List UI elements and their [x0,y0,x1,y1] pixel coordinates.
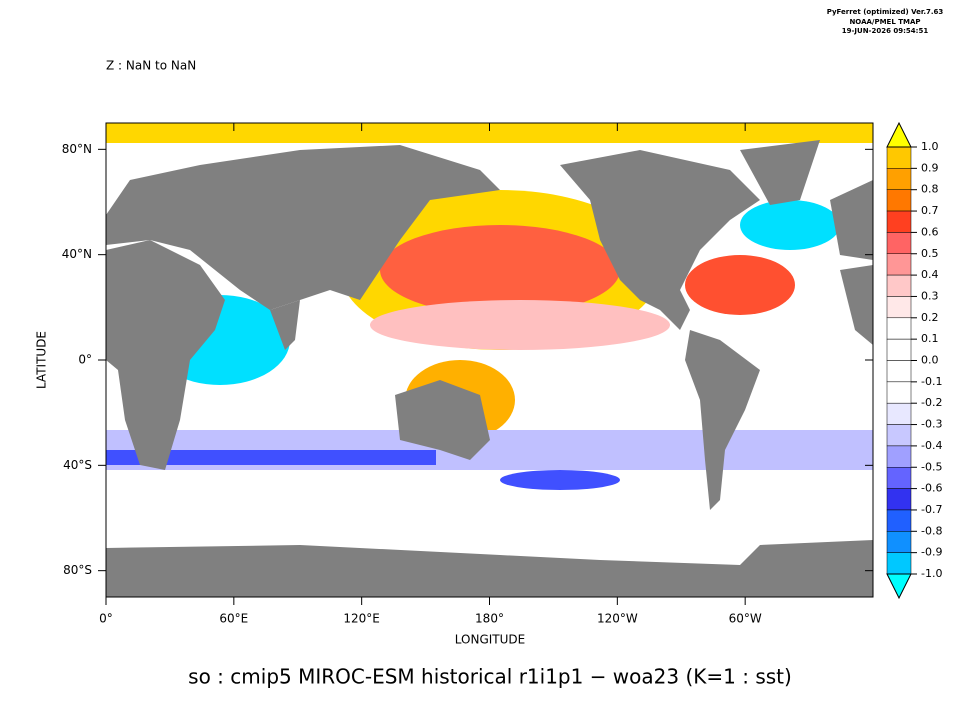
chart-title: so : cmip5 MIROC-ESM historical r1i1p1 −… [188,665,792,689]
x-tick-label: 60°W [729,612,762,626]
colorbar-box [886,274,912,297]
colorbar-label: 0.6 [921,225,939,238]
colorbar-label: -0.1 [921,375,942,388]
colorbar-box [886,509,912,532]
colorbar-box [886,253,912,276]
y-tick-label: 40°N [62,247,92,261]
map [105,122,874,598]
header-line: PyFerret (optimized) Ver.7.63 [827,8,944,16]
colorbar-label: 0.8 [921,183,939,196]
colorbar-over [886,121,912,148]
colorbar-label: 0.7 [921,204,939,217]
colorbar-box [886,402,912,425]
y-tick-label: 80°S [63,563,92,577]
y-tick-label: 0° [78,353,92,367]
y-axis-label: LATITUDE [35,331,49,389]
colorbar-label: 0.5 [921,247,939,260]
x-axis-label: LONGITUDE [455,633,525,647]
colorbar-label: 1.0 [921,140,939,153]
subtitle: Z : NaN to NaN [106,59,196,73]
colorbar-box [886,381,912,404]
colorbar-box [886,232,912,254]
colorbar-box [886,445,912,468]
colorbar-label: -0.8 [921,524,942,537]
y-tick-label: 80°N [62,142,92,156]
colorbar-label: -0.5 [921,460,942,473]
colorbar-box [886,210,912,233]
x-tick-label: 180° [475,612,504,626]
colorbar-box [886,168,912,190]
colorbar-label: 0.1 [921,332,939,345]
colorbar-label: 0.0 [921,354,939,367]
colorbar-under [886,573,912,600]
colorbar-label: -0.4 [921,439,942,452]
header-line: 19-JUN-2026 09:54:51 [842,27,929,35]
y-tick-label: 40°S [63,458,92,472]
x-tick-label: 60°E [219,612,248,626]
colorbar-label: -0.2 [921,396,942,409]
colorbar-label: 0.9 [921,161,939,174]
x-tick-label: 120°E [343,612,380,626]
colorbar-label: -0.6 [921,482,942,495]
colorbar-box [886,296,912,319]
x-tick-label: 0° [99,612,113,626]
x-tick-label: 120°W [597,612,638,626]
colorbar-box [886,531,912,553]
colorbar-label: 0.2 [921,311,939,324]
colorbar-box [886,338,912,361]
colorbar-box [886,424,912,447]
colorbar-box [886,189,912,212]
colorbar-label: -0.3 [921,418,942,431]
colorbar-box [886,467,912,489]
colorbar-box [886,360,912,383]
colorbar-box [886,488,912,511]
colorbar-label: -0.7 [921,503,942,516]
header-line: NOAA/PMEL TMAP [849,18,920,26]
colorbar-label: -1.0 [921,567,942,580]
colorbar-box [886,552,912,575]
colorbar-label: 0.3 [921,289,939,302]
colorbar-label: -0.9 [921,546,942,559]
colorbar-box [886,317,912,340]
colorbar-box [886,146,912,169]
colorbar-label: 0.4 [921,268,939,281]
